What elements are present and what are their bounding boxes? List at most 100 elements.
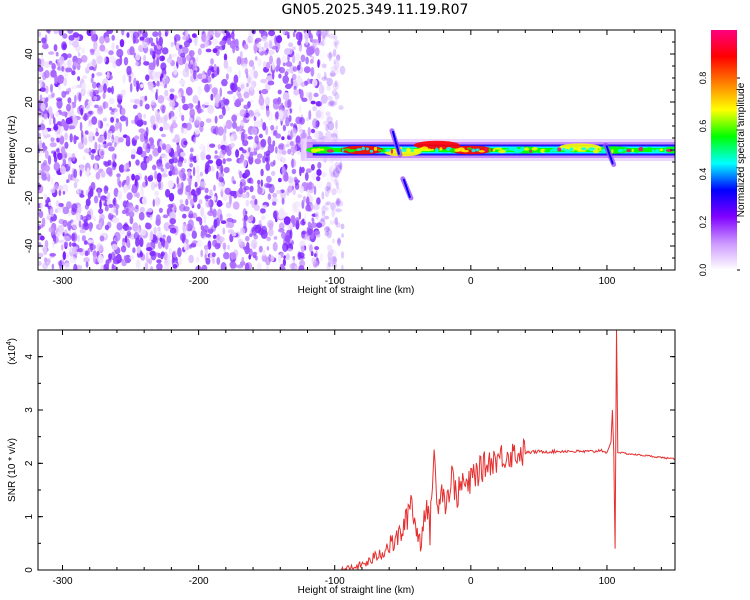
noise-speckle xyxy=(83,240,88,245)
noise-speckle xyxy=(140,160,148,171)
noise-speckle xyxy=(85,198,91,207)
noise-speckle xyxy=(103,83,107,94)
band-sparkle xyxy=(561,147,566,151)
noise-speckle xyxy=(181,95,186,104)
y-tick-label: 20 xyxy=(24,96,35,108)
noise-speckle xyxy=(90,30,97,35)
noise-speckle xyxy=(202,103,205,110)
noise-speckle xyxy=(173,65,178,76)
noise-speckle xyxy=(258,245,263,253)
x-tick-label: 0 xyxy=(468,276,474,287)
noise-speckle xyxy=(226,213,232,218)
noise-speckle xyxy=(117,190,123,200)
noise-speckle xyxy=(270,255,275,262)
noise-speckle xyxy=(183,40,190,48)
noise-speckle xyxy=(287,176,294,184)
noise-speckle xyxy=(141,228,146,236)
noise-speckle xyxy=(112,199,116,205)
noise-speckle xyxy=(251,195,256,200)
snr-y-ticks: 0 1 2 3 4 xyxy=(24,329,675,573)
noise-speckle xyxy=(47,30,51,34)
x-tick-label: -300 xyxy=(52,576,72,587)
noise-speckle xyxy=(38,123,46,131)
noise-speckle xyxy=(316,176,321,182)
noise-speckle xyxy=(223,252,230,260)
noise-speckle xyxy=(290,122,294,127)
noise-speckle xyxy=(257,186,263,195)
snr-y-multiplier: (x104) xyxy=(6,338,18,365)
noise-speckle xyxy=(240,122,245,127)
noise-speckle xyxy=(150,143,155,150)
noise-speckle xyxy=(48,60,53,65)
noise-speckle xyxy=(157,146,162,154)
noise-speckle xyxy=(230,252,237,260)
noise-speckle xyxy=(89,244,96,251)
noise-speckle xyxy=(219,40,226,46)
noise-speckle xyxy=(61,184,69,194)
noise-speckle xyxy=(142,142,148,150)
noise-speckle xyxy=(322,215,330,220)
noise-speckle xyxy=(294,30,297,33)
noise-speckle xyxy=(80,55,88,63)
noise-speckle xyxy=(48,201,52,206)
noise-speckle xyxy=(243,214,248,221)
noise-speckle xyxy=(293,89,300,96)
colorbar-tick-label: 0.4 xyxy=(698,168,708,181)
noise-speckle xyxy=(49,208,55,218)
noise-speckle xyxy=(79,169,83,177)
noise-speckle xyxy=(116,93,124,100)
noise-speckle xyxy=(106,167,113,175)
noise-speckle xyxy=(85,69,90,74)
noise-speckle xyxy=(322,136,329,140)
noise-speckle xyxy=(307,127,311,136)
noise-speckle xyxy=(168,192,175,202)
noise-speckle xyxy=(81,47,86,54)
noise-speckle xyxy=(129,82,133,93)
noise-speckle xyxy=(248,155,254,165)
noise-speckle xyxy=(250,178,254,185)
noise-speckle xyxy=(145,74,150,81)
noise-speckle xyxy=(200,249,204,258)
noise-speckle xyxy=(58,189,62,197)
noise-speckle xyxy=(253,146,258,155)
noise-speckle xyxy=(283,255,286,259)
noise-speckle xyxy=(150,214,153,221)
noise-speckle xyxy=(203,225,209,233)
noise-speckle xyxy=(207,68,212,77)
noise-speckle xyxy=(143,113,147,119)
noise-speckle xyxy=(49,142,57,148)
noise-speckle xyxy=(208,65,214,71)
noise-speckle xyxy=(275,125,279,130)
noise-speckle xyxy=(209,206,213,214)
noise-speckle xyxy=(282,242,289,252)
noise-speckle xyxy=(53,44,58,52)
noise-speckle xyxy=(307,30,311,36)
noise-speckle xyxy=(276,153,283,161)
noise-speckle xyxy=(314,230,320,235)
noise-speckle xyxy=(169,227,177,234)
noise-speckle xyxy=(265,61,271,69)
noise-speckle xyxy=(335,41,339,50)
noise-speckle xyxy=(38,139,43,150)
noise-speckle xyxy=(341,264,344,270)
noise-speckle xyxy=(136,83,140,92)
noise-speckle xyxy=(93,104,99,109)
noise-speckle xyxy=(281,136,285,141)
noise-speckle xyxy=(51,63,56,70)
band-sparkle xyxy=(573,150,578,153)
band-sparkle xyxy=(626,148,631,153)
noise-speckle xyxy=(229,194,232,205)
band-sparkle xyxy=(413,148,420,151)
noise-speckle xyxy=(166,56,173,64)
noise-speckle xyxy=(124,235,128,244)
noise-speckle xyxy=(139,132,146,143)
noise-speckle xyxy=(300,132,307,139)
noise-speckle xyxy=(39,71,43,78)
noise-speckle xyxy=(231,232,237,237)
noise-speckle xyxy=(153,44,157,51)
noise-speckle xyxy=(163,155,168,164)
noise-speckle xyxy=(222,158,226,165)
spectrogram-y-ticks: -40 -20 0 20 40 xyxy=(24,29,675,271)
noise-speckle xyxy=(93,217,97,222)
noise-speckle xyxy=(330,70,336,78)
